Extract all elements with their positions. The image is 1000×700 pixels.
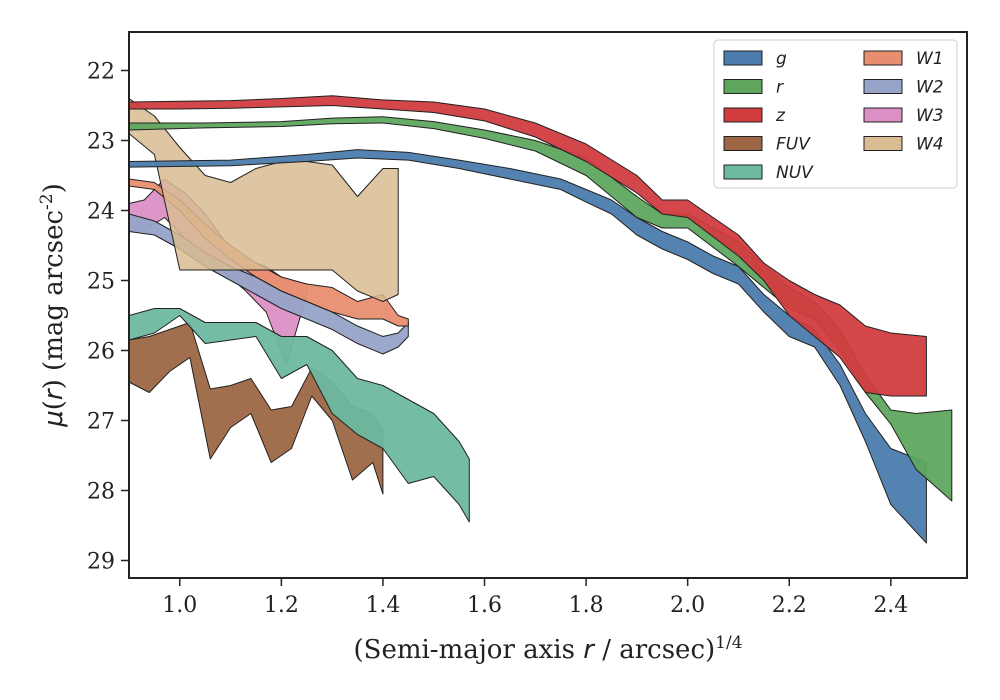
band-nuv — [129, 308, 470, 523]
x-tick-label: 2.2 — [772, 593, 807, 618]
legend-swatch — [863, 107, 903, 123]
legend-label: z — [775, 106, 786, 126]
legend-swatch — [723, 136, 763, 151]
x-tick-label: 1.6 — [467, 593, 502, 618]
plot-frame — [128, 31, 968, 579]
legend-label: g — [776, 49, 787, 69]
legend-item-fuv: FUV — [723, 135, 811, 155]
x-tick-label: 1.0 — [162, 593, 197, 618]
legend-swatch — [863, 79, 903, 94]
y-tick-label: 28 — [87, 480, 115, 505]
legend-label: W2 — [916, 78, 944, 98]
y-axis-label: μ(r) (mag arcsec-2) — [37, 183, 69, 428]
ticks-layer: 1.0 1.2 1.4 1.6 1.8 2.0 2.2 2.4 22 23 24 25 26 27 28 29 — [87, 60, 908, 619]
legend-swatch — [863, 136, 903, 151]
band-fuv — [129, 322, 384, 495]
x-tick-label: 1.8 — [569, 593, 604, 618]
x-tick-label: 2.4 — [873, 593, 908, 618]
legend-item-r: r — [723, 78, 784, 98]
legend-label: W4 — [916, 135, 944, 155]
legend-item-g: g — [723, 49, 787, 69]
x-tick-label: 2.0 — [670, 593, 705, 618]
bands-layer — [129, 95, 953, 544]
legend: grz FUV NUV W1 W2 W3 W4 — [713, 39, 958, 189]
y-tick-label: 29 — [87, 550, 115, 575]
legend-swatch — [723, 79, 763, 94]
band-r — [129, 116, 953, 502]
legend-swatch — [723, 107, 763, 123]
y-tick-label: 23 — [87, 130, 115, 155]
y-tick-label: 24 — [87, 200, 115, 225]
legend-item-w4: W4 — [863, 135, 944, 155]
x-tick-label: 1.2 — [264, 593, 299, 618]
legend-swatch — [723, 50, 763, 66]
band-g — [129, 149, 927, 544]
legend-label: r — [776, 78, 784, 98]
legend-item-w3: W3 — [863, 106, 944, 126]
legend-label: W1 — [916, 49, 944, 69]
legend-label: W3 — [916, 106, 944, 126]
band-w4 — [129, 98, 399, 302]
y-tick-label: 22 — [87, 60, 115, 85]
y-tick-label: 26 — [87, 340, 115, 365]
legend-item-w1: W1 — [863, 49, 944, 69]
legend-label: NUV — [776, 163, 814, 183]
y-tick-label: 27 — [87, 410, 115, 435]
y-tick-label: 25 — [87, 270, 115, 295]
band-z — [129, 95, 927, 397]
x-axis-label: (Semi-major axis r / arcsec)1/4 — [353, 633, 742, 665]
legend-item-w2: W2 — [863, 78, 944, 98]
x-tick-label: 1.4 — [365, 593, 400, 618]
legend-item-z: z — [723, 106, 786, 126]
legend-label: FUV — [776, 135, 811, 155]
legend-swatch — [863, 50, 903, 66]
legend-swatch — [723, 164, 763, 180]
legend-item-nuv: NUV — [723, 163, 814, 183]
